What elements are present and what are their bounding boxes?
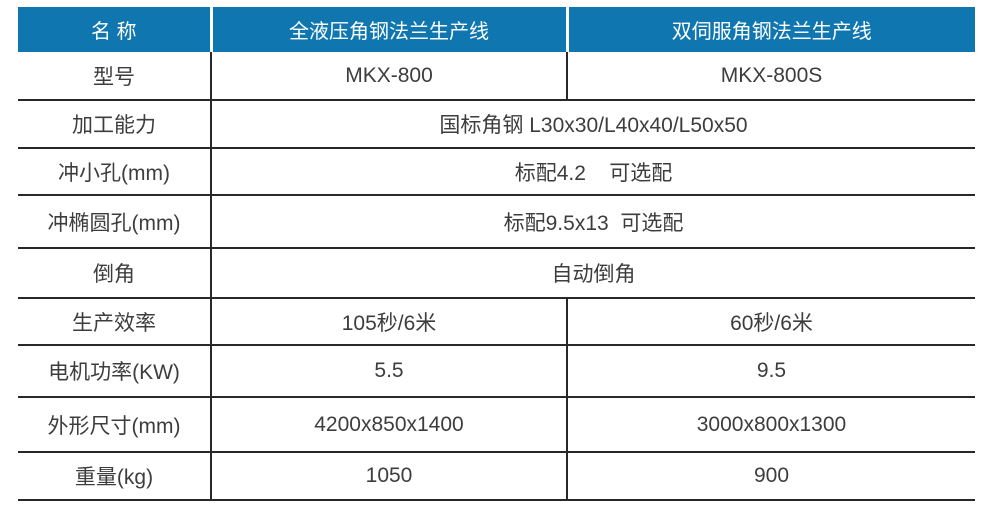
cell-value: 标配4.2 可选配	[514, 161, 673, 185]
cell-value: MKX-800	[211, 52, 568, 100]
cell-value: 900	[753, 464, 790, 487]
row-label: 电机功率(KW)	[18, 345, 212, 397]
table-row-model: 型号 MKX-800 MKX-800S	[18, 52, 975, 100]
table-row-chamfer: 倒角 自动倒角	[18, 248, 975, 298]
table-row-weight: 重量(kg) 1050 900	[18, 452, 975, 500]
spec-table: 名 称 全液压角钢法兰生产线 双伺服角钢法兰生产线 型号 MKX-800 MKX…	[18, 7, 975, 501]
table-row-capacity: 加工能力 国标角钢 L30x30/L40x40/L50x50	[18, 100, 975, 148]
cell-value: 60秒/6米	[730, 311, 813, 335]
table-row-small-hole: 冲小孔(mm) 标配4.2 可选配	[18, 148, 975, 195]
table-row-motor-power: 电机功率(KW) 5.5 9.5	[18, 345, 975, 397]
header-cell-line-1: 全液压角钢法兰生产线	[209, 7, 567, 52]
header-cell-line-2: 双伺服角钢法兰生产线	[565, 7, 975, 52]
cell-value: 3000x800x1300	[696, 412, 847, 436]
header-row: 名 称 全液压角钢法兰生产线 双伺服角钢法兰生产线	[18, 7, 975, 52]
cell-value: 国标角钢 L30x30/L40x40/L50x50	[439, 114, 748, 137]
header-cell-name: 名 称	[18, 7, 211, 52]
row-label: 型号	[18, 52, 212, 100]
row-label: 重量(kg)	[18, 452, 212, 500]
row-label: 倒角	[18, 248, 212, 298]
row-label: 冲小孔(mm)	[18, 148, 212, 195]
cell-value: 1050	[211, 452, 568, 500]
cell-value: 9.5	[756, 359, 787, 382]
row-label: 外形尺寸(mm)	[18, 397, 212, 452]
row-label: 生产效率	[18, 298, 212, 345]
table-row-dimensions: 外形尺寸(mm) 4200x850x1400 3000x800x1300	[18, 397, 975, 452]
cell-value: 4200x850x1400	[211, 397, 568, 452]
cell-value: 105秒/6米	[211, 298, 568, 345]
row-label: 冲椭圆孔(mm)	[18, 195, 212, 248]
table-row-efficiency: 生产效率 105秒/6米 60秒/6米	[18, 298, 975, 345]
cell-value: 标配9.5x13 可选配	[503, 211, 684, 235]
cell-value: MKX-800S	[720, 63, 823, 87]
row-label: 加工能力	[18, 100, 212, 148]
cell-value: 自动倒角	[551, 263, 636, 286]
cell-value: 5.5	[211, 345, 568, 397]
table-row-oval-hole: 冲椭圆孔(mm) 标配9.5x13 可选配	[18, 195, 975, 248]
